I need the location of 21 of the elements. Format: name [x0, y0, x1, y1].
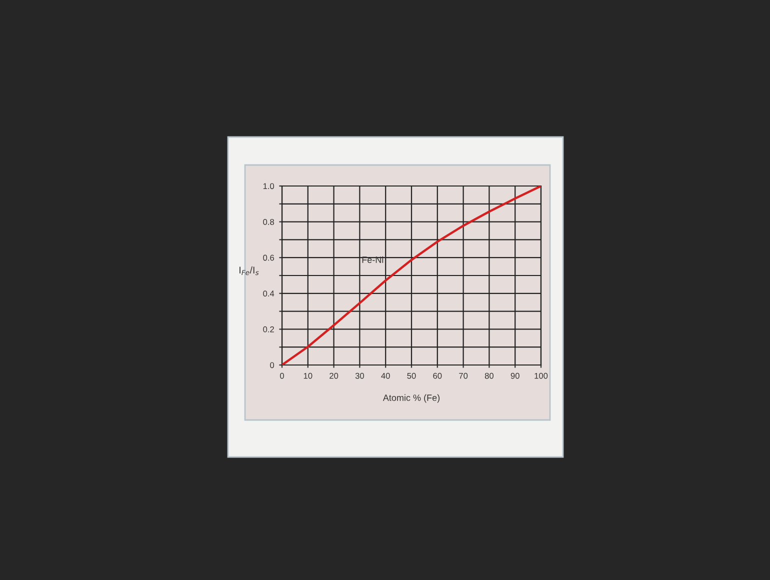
- y-tick-label: 0: [270, 362, 274, 368]
- x-axis-title: Atomic % (Fe): [382, 394, 440, 403]
- x-tick-label: 60: [433, 372, 442, 379]
- x-tick-label: 30: [355, 372, 364, 379]
- x-tick-label: 10: [304, 372, 312, 379]
- x-tick-label: 70: [459, 372, 468, 379]
- y-axis-title: I$_{Fe}$/I$_{s}$: [240, 266, 259, 276]
- x-tick-label: 80: [484, 372, 494, 379]
- y-tick-label: 0.6: [263, 254, 274, 261]
- y-tick-label: 0.4: [263, 290, 274, 296]
- annotation: Fe-Ni: [362, 256, 384, 263]
- line-series: [282, 186, 541, 365]
- x-tick-label: 0: [280, 372, 284, 379]
- x-tick-label: 100: [534, 372, 548, 379]
- x-tick-label: 50: [407, 372, 416, 379]
- y-tick-label: 0.8: [263, 219, 274, 225]
- x-tick-label: 20: [330, 372, 338, 379]
- y-tick-label: 0.2: [263, 326, 274, 332]
- x-tick-label: 90: [510, 372, 520, 379]
- y-tick-label: 1.0: [263, 183, 274, 190]
- x-tick-label: 40: [381, 372, 390, 379]
